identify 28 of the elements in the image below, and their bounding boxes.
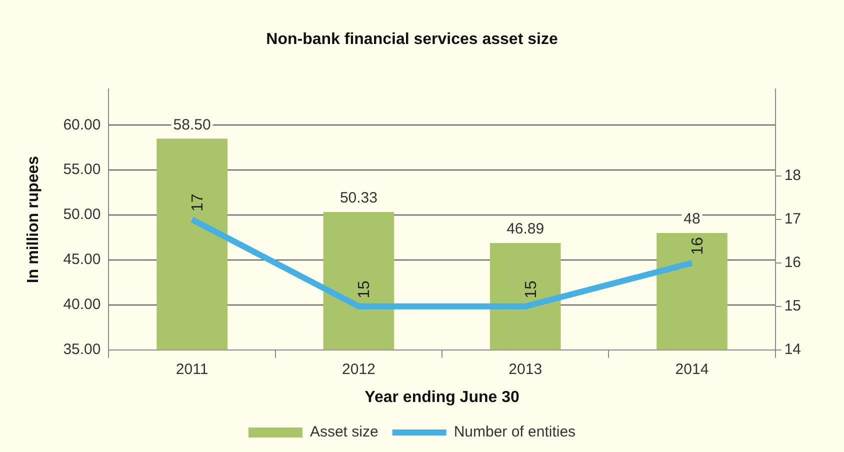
y-axis-title: In million rupees: [25, 156, 42, 284]
y2-tick-label: 18: [784, 167, 802, 184]
data-label: 15: [522, 280, 540, 298]
y-tick-label: 60.00: [63, 116, 101, 134]
x-tick-label: 2013: [508, 360, 542, 378]
x-axis-title: Year ending June 30: [364, 388, 520, 406]
y2-tick-label: 14: [784, 340, 802, 358]
chart-title: Non-bank financial services asset size: [266, 31, 558, 48]
y2-tick-label: 17: [784, 210, 802, 228]
data-label: 48: [684, 210, 700, 228]
y2-tick-label: 16: [784, 254, 802, 272]
data-label: 50.33: [340, 190, 378, 207]
legend-label: Asset size: [310, 424, 378, 441]
data-label: 17: [189, 194, 206, 212]
x-tick-label: 2014: [675, 360, 709, 378]
x-tick-label: 2012: [342, 360, 376, 378]
data-label: 58.50: [173, 116, 211, 134]
y-tick-label: 50.00: [63, 206, 101, 224]
legend-label: Number of entities: [454, 424, 576, 441]
y-tick-label: 55.00: [63, 161, 101, 178]
data-label: 15: [356, 280, 374, 298]
data-label: 46.89: [506, 220, 544, 238]
y-tick-label: 40.00: [63, 296, 101, 314]
y-tick-label: 35.00: [63, 340, 101, 358]
data-label: 16: [689, 237, 706, 255]
y-tick-label: 45.00: [63, 251, 101, 268]
y2-tick-label: 15: [784, 298, 802, 315]
x-tick-label: 2011: [176, 360, 208, 378]
